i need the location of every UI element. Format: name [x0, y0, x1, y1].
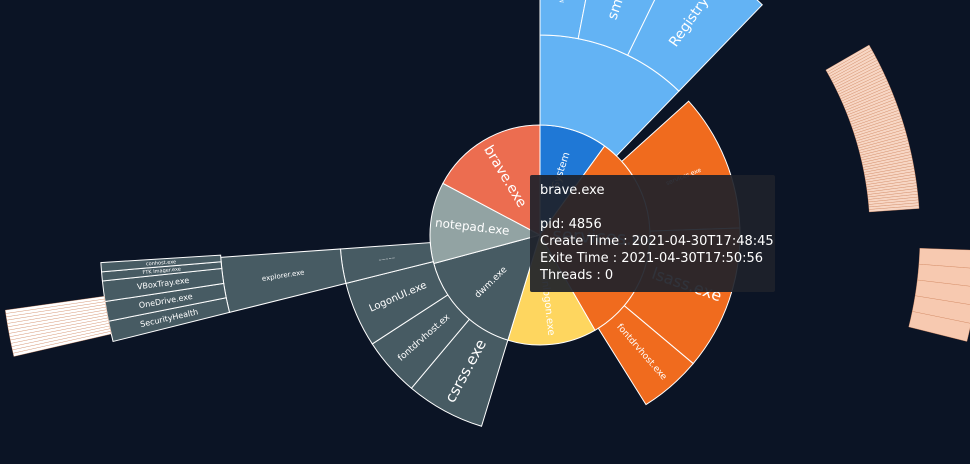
segment-sechealth[interactable]: SecurityHealth	[107, 297, 231, 343]
tooltip-create-time: Create Time : 2021-04-30T17:48:45	[540, 234, 774, 249]
tooltip-exit-time: Exite Time : 2021-04-30T17:50:56	[540, 251, 764, 266]
segment-dwm_c[interactable]: csrss.exe	[410, 318, 509, 427]
segment-registry[interactable]: Registry	[627, 0, 763, 92]
segment-misc_x-label: ~~~~~	[378, 255, 395, 263]
segment-brave[interactable]: brave.exe	[442, 124, 541, 236]
segment-ftk-label: FTK Imager.exe	[142, 266, 181, 276]
segment-explorer[interactable]: explorer.exe	[220, 248, 347, 314]
segment-conhost[interactable]: conhost.exe	[100, 254, 222, 273]
segment-brave-arc[interactable]	[442, 124, 541, 236]
process-tooltip: brave.exe pid: 4856 Create Time : 2021-0…	[530, 175, 775, 292]
segment-explorer-arc[interactable]	[220, 248, 347, 314]
segment-registry-arc[interactable]	[627, 0, 763, 92]
segment-conhost-arc[interactable]	[100, 254, 222, 273]
tooltip-process-name: brave.exe	[540, 183, 605, 198]
tooltip-pid: pid: 4856	[540, 217, 602, 232]
segment-fontdrv1-arc[interactable]	[597, 305, 694, 406]
segment-memcomp[interactable]: MemCompression	[539, 0, 601, 40]
segment-conhost-label: conhost.exe	[146, 259, 177, 267]
leaf-slice[interactable]	[868, 205, 920, 213]
segment-notepad[interactable]: notepad.exe	[429, 182, 542, 265]
leaf-slice[interactable]	[5, 296, 105, 314]
segment-memcomp-arc[interactable]	[539, 0, 601, 40]
tooltip-threads: Threads : 0	[540, 268, 614, 283]
tooltip-spacer	[540, 199, 775, 216]
segment-memcomp-label: MemCompression	[559, 0, 571, 3]
